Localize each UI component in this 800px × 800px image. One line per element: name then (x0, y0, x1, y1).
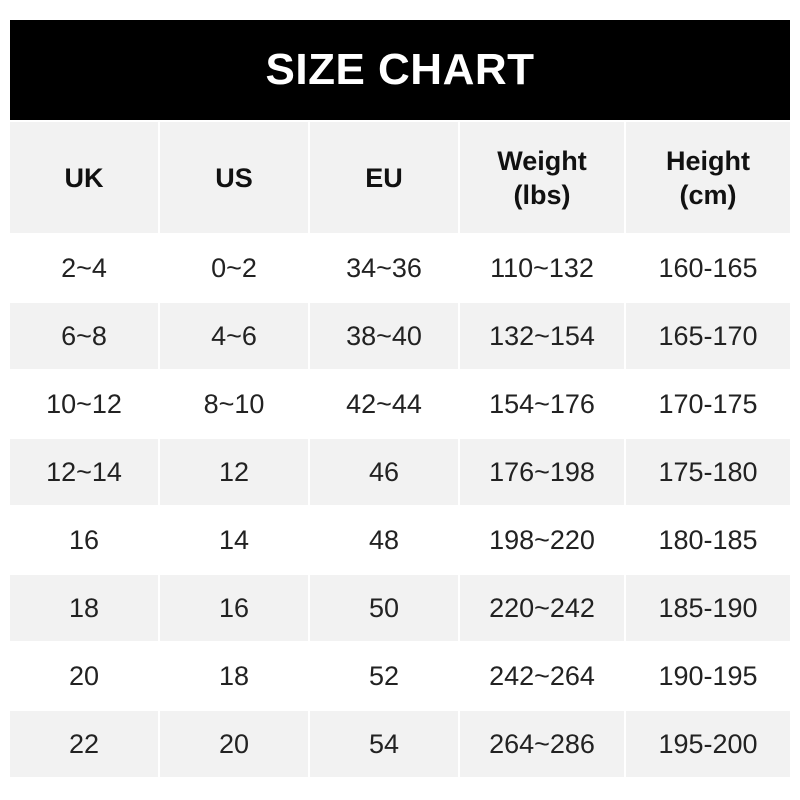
cell-height: 195-200 (626, 711, 790, 777)
header-eu: EU (310, 122, 458, 233)
cell-uk: 10~12 (10, 371, 158, 437)
header-label: UK (64, 162, 104, 193)
header-label: (cm) (679, 179, 737, 210)
header-label: Height (666, 145, 750, 176)
cell-weight: 242~264 (460, 643, 624, 709)
header-us: US (160, 122, 308, 233)
header-uk: UK (10, 122, 158, 233)
cell-weight: 220~242 (460, 575, 624, 641)
cell-us: 8~10 (160, 371, 308, 437)
cell-uk: 22 (10, 711, 158, 777)
cell-weight: 132~154 (460, 303, 624, 369)
header-label: Weight (497, 145, 587, 176)
cell-height: 180-185 (626, 507, 790, 573)
header-height: Height (cm) (626, 122, 790, 233)
cell-eu: 48 (310, 507, 458, 573)
cell-weight: 176~198 (460, 439, 624, 505)
header-label: EU (365, 162, 403, 193)
cell-us: 20 (160, 711, 308, 777)
cell-eu: 52 (310, 643, 458, 709)
size-chart-title: SIZE CHART (10, 20, 790, 120)
cell-uk: 20 (10, 643, 158, 709)
cell-height: 175-180 (626, 439, 790, 505)
size-chart-table: UK US EU Weight (lbs) Height (cm) 2~4 0~2 34~36 11… (10, 122, 790, 777)
cell-uk: 6~8 (10, 303, 158, 369)
cell-eu: 34~36 (310, 235, 458, 301)
cell-eu: 50 (310, 575, 458, 641)
cell-uk: 16 (10, 507, 158, 573)
cell-weight: 154~176 (460, 371, 624, 437)
cell-weight: 198~220 (460, 507, 624, 573)
cell-us: 14 (160, 507, 308, 573)
cell-height: 165-170 (626, 303, 790, 369)
cell-height: 190-195 (626, 643, 790, 709)
cell-us: 12 (160, 439, 308, 505)
cell-us: 0~2 (160, 235, 308, 301)
cell-eu: 54 (310, 711, 458, 777)
header-weight: Weight (lbs) (460, 122, 624, 233)
cell-eu: 38~40 (310, 303, 458, 369)
header-label: (lbs) (513, 179, 571, 210)
cell-weight: 264~286 (460, 711, 624, 777)
cell-uk: 18 (10, 575, 158, 641)
header-label: US (215, 162, 253, 193)
cell-eu: 42~44 (310, 371, 458, 437)
cell-uk: 2~4 (10, 235, 158, 301)
cell-us: 4~6 (160, 303, 308, 369)
cell-height: 170-175 (626, 371, 790, 437)
cell-us: 18 (160, 643, 308, 709)
cell-weight: 110~132 (460, 235, 624, 301)
cell-eu: 46 (310, 439, 458, 505)
cell-uk: 12~14 (10, 439, 158, 505)
cell-height: 185-190 (626, 575, 790, 641)
cell-height: 160-165 (626, 235, 790, 301)
cell-us: 16 (160, 575, 308, 641)
